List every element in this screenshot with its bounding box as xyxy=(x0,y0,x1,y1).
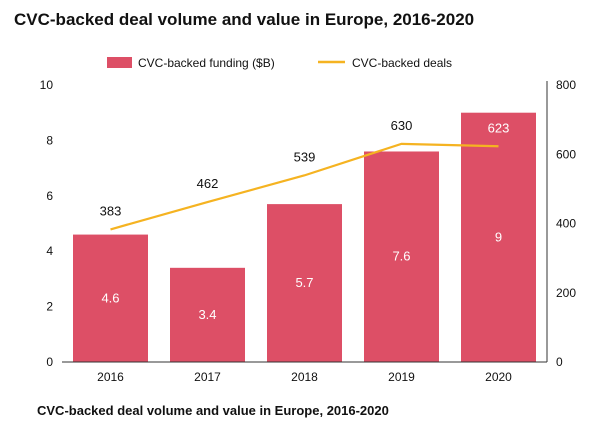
y-right-tick-label: 600 xyxy=(556,147,576,161)
chart-caption: CVC-backed deal volume and value in Euro… xyxy=(37,403,389,418)
line-value-label: 623 xyxy=(488,120,510,135)
line-value-label: 539 xyxy=(294,149,316,164)
bar-value-label: 3.4 xyxy=(198,307,216,322)
line-deals xyxy=(110,142,499,231)
y-right-tick-label: 200 xyxy=(556,286,576,300)
y-left-tick-label: 10 xyxy=(40,78,54,92)
x-tick-label: 2020 xyxy=(485,370,512,384)
bar-funding xyxy=(461,112,536,362)
y-right-tick-label: 800 xyxy=(556,78,576,92)
line-value-label: 462 xyxy=(197,176,219,191)
y-right-tick-label: 0 xyxy=(556,355,563,369)
x-tick-label: 2017 xyxy=(194,370,221,384)
bar-value-label: 5.7 xyxy=(295,275,313,290)
x-tick-label: 2018 xyxy=(291,370,318,384)
y-left-tick-label: 6 xyxy=(46,189,53,203)
bar-value-label: 4.6 xyxy=(101,290,119,305)
y-left-tick-label: 2 xyxy=(46,300,53,314)
bar-funding xyxy=(170,267,245,362)
y-right-tick-label: 400 xyxy=(556,217,576,231)
y-left-tick-label: 0 xyxy=(46,355,53,369)
x-tick-label: 2019 xyxy=(388,370,415,384)
legend-label-funding: CVC-backed funding ($B) xyxy=(138,56,275,70)
legend-label-deals: CVC-backed deals xyxy=(352,56,452,70)
chart-title: CVC-backed deal volume and value in Euro… xyxy=(14,10,475,29)
y-left-tick-label: 8 xyxy=(46,133,53,147)
bar-funding xyxy=(364,151,439,362)
x-tick-label: 2016 xyxy=(97,370,124,384)
bar-funding xyxy=(73,234,148,362)
line-value-label: 383 xyxy=(100,203,122,218)
legend-swatch-funding xyxy=(107,57,132,68)
y-left-tick-label: 4 xyxy=(46,244,53,258)
bar-value-label: 9 xyxy=(495,229,502,244)
bar-value-label: 7.6 xyxy=(392,249,410,264)
line-value-label: 630 xyxy=(391,118,413,133)
bar-funding xyxy=(267,204,342,362)
